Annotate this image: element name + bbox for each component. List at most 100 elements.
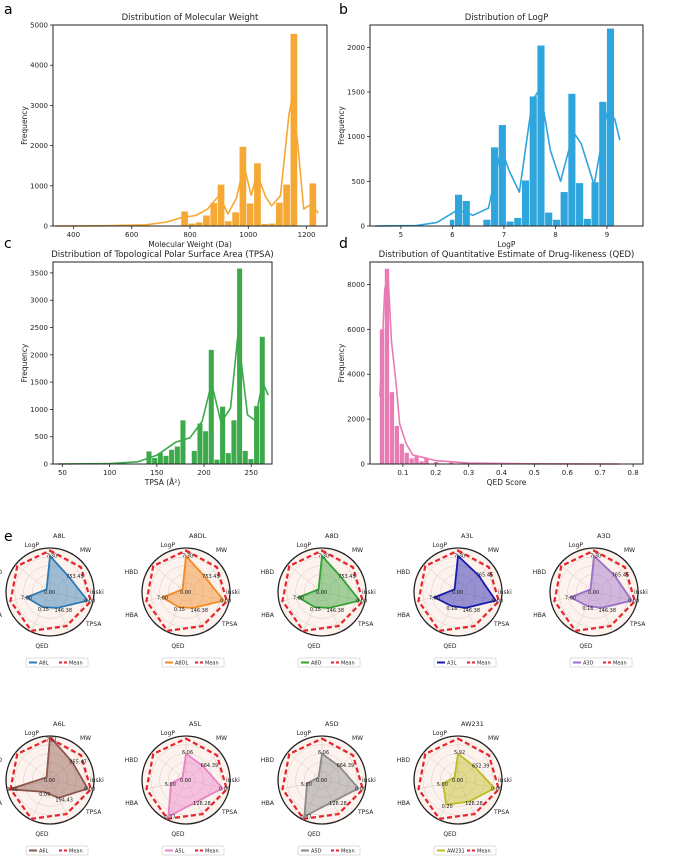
radar-value-label: 0.00 (356, 599, 367, 605)
radar-axis-label: HBD (261, 757, 275, 764)
radar-spoke (457, 564, 493, 593)
radar-spoke (574, 591, 595, 632)
radar-value-label: 0.00 (452, 778, 463, 784)
radar-legend-box (161, 657, 225, 668)
radar-axis-label: inski (90, 777, 104, 784)
radar-spoke (287, 564, 323, 593)
radar-compound-title: A5L (189, 720, 202, 728)
y-tick-label: 1000 (30, 182, 48, 190)
histogram-bar (283, 184, 290, 226)
radar-spoke (143, 779, 187, 791)
histogram-bar (576, 183, 584, 226)
x-axis-label: TPSA (Å²) (144, 478, 181, 487)
radar-axis-label: inski (362, 589, 376, 596)
radar-value-label: 0.00 (628, 599, 639, 605)
histogram-bar (606, 28, 615, 226)
radar-value-label: 7.30 (46, 553, 57, 559)
radar-axis-label: HBA (0, 612, 3, 619)
histogram-a: Distribution of Molecular Weight Molecula… (20, 13, 328, 249)
radar-value-label: 0.00 (180, 778, 191, 784)
radar-spoke (49, 779, 93, 791)
histogram-b: Distribution of LogP LogP Frequency 5 6 7 8 9 0 5… (337, 13, 644, 249)
y-tick-label: 1000 (347, 133, 365, 141)
y-axis-label: Frequency (337, 343, 346, 382)
histogram-bar (599, 101, 607, 226)
x-tick-label: 1000 (239, 231, 257, 239)
radar-value-label: 7.00 (293, 596, 304, 602)
legend-mean-label: Mean (613, 661, 627, 667)
x-tick-label: 0.7 (595, 469, 606, 477)
radar-legend-box (161, 845, 225, 856)
radar-compound-polygon (24, 553, 90, 609)
radar-value-label: 753.45 (338, 574, 356, 580)
histogram-bar (483, 219, 491, 226)
radar-a6l: A6L LogP MW inski TPSA QED HBA HBD 7.51 855.47 0.0… (0, 720, 104, 856)
y-axis-label: Frequency (20, 343, 29, 382)
radar-value-label: 7.00 (157, 596, 168, 602)
radar-value-label: 5.00 (301, 782, 312, 788)
x-tick-label: 1200 (298, 231, 316, 239)
radar-axis-label: HBA (397, 612, 411, 619)
histogram-bar (224, 221, 232, 226)
x-tick-label: 200 (197, 469, 210, 477)
radar-value-label: 0.15 (38, 607, 49, 613)
radar-value-label: 0.00 (44, 590, 55, 596)
radar-axis-label: MW (80, 735, 91, 742)
panel-letter-a: a (4, 2, 13, 18)
radar-legend-box (569, 657, 633, 668)
radar-compound-polygon (8, 734, 90, 799)
radar-axis-label: TPSA (357, 621, 374, 628)
histogram-bar (242, 450, 248, 464)
radar-axis-label: LogP (161, 730, 176, 737)
histogram-bar (239, 146, 247, 226)
histogram-bar (248, 459, 254, 464)
radar-mean-polygon (417, 549, 501, 632)
x-tick-label: 250 (245, 469, 258, 477)
radar-spoke (49, 564, 85, 593)
radar-spoke (302, 591, 323, 632)
radar-compound-title: A6L (53, 720, 66, 728)
radar-legend-box (297, 657, 361, 668)
y-tick-label: 1000 (30, 406, 48, 414)
radar-spoke (559, 564, 595, 593)
radar-legend-box (25, 657, 89, 668)
histogram-bar (220, 406, 226, 464)
plot-frame (369, 261, 644, 465)
radar-value-label: 0.00 (219, 786, 230, 792)
radar-spoke (49, 752, 85, 781)
radar-compound-polygon (442, 751, 496, 806)
radar-value-label: 0.00 (355, 786, 366, 792)
radar-axis-label: TPSA (357, 809, 374, 816)
radar-value-label: 5.00 (437, 782, 448, 788)
radar-axis-label: inski (362, 777, 376, 784)
histogram-bar (552, 219, 560, 226)
radar-axis-label: HBA (397, 800, 411, 807)
radar-value-label: 7.00 (21, 596, 32, 602)
radar-axis-label: MW (80, 547, 91, 554)
radar-axis-label: TPSA (85, 809, 102, 816)
x-tick-label: 5 (399, 231, 403, 239)
kde-curve (375, 87, 621, 227)
radar-value-label: 0.00 (84, 787, 95, 793)
radar-axis-label: HBD (397, 569, 411, 576)
histogram-bar (246, 203, 254, 226)
chart-title: Distribution of Topological Polar Surfac… (51, 250, 273, 260)
radar-spoke (151, 752, 187, 781)
y-tick-label: 2000 (347, 44, 365, 52)
histogram-bar (231, 420, 237, 464)
radar-spoke (151, 564, 187, 593)
radar-axis-label: HBD (533, 569, 547, 576)
radar-axis-label: QED (307, 831, 321, 838)
x-tick-label: 100 (103, 469, 116, 477)
radar-mean-polygon (553, 549, 637, 632)
radar-spoke (166, 591, 187, 632)
histogram-bar (195, 222, 203, 226)
radar-axis-label: inski (634, 589, 648, 596)
radar-mean-polygon (281, 549, 365, 632)
histogram-bar (389, 392, 395, 464)
x-tick-label: 0.6 (562, 469, 574, 477)
histogram-bar (275, 202, 283, 226)
radar-value-label: 7.00 (429, 596, 440, 602)
histogram-bar (214, 459, 220, 464)
radar-spoke (423, 564, 459, 593)
